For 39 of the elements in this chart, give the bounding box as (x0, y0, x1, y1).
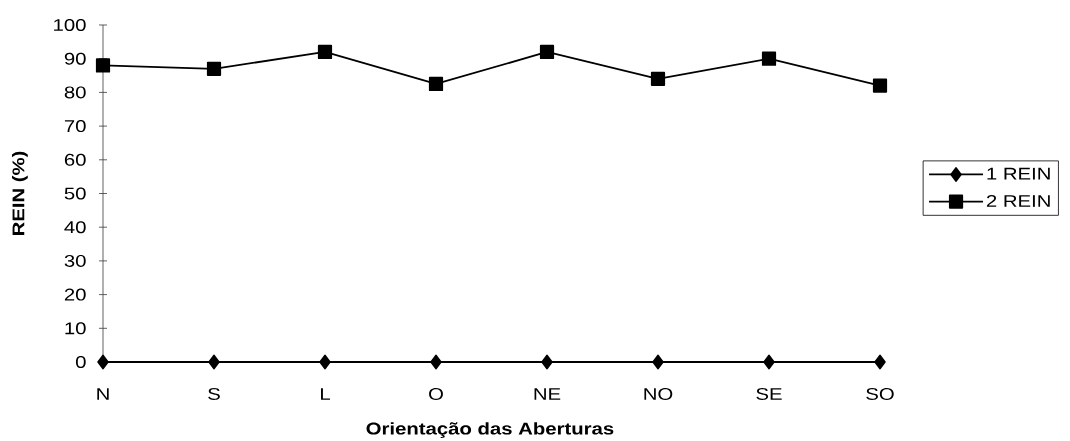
x-axis-title: Orientação das Aberturas (366, 422, 614, 438)
point (319, 354, 331, 370)
point (428, 76, 444, 92)
point (208, 354, 220, 370)
point (650, 71, 666, 87)
legend-label: 2 REIN (986, 195, 1050, 207)
point (206, 61, 222, 76)
x-tick-label: NO (644, 388, 673, 400)
x-tick-label: N (97, 388, 109, 400)
y-tick-label: 90 (64, 52, 86, 65)
y-tick-label: 100 (54, 19, 86, 31)
x-tick-label: NE (534, 388, 561, 400)
y-tick-label: 70 (64, 120, 86, 133)
point (872, 78, 888, 93)
x-tick-label: SO (866, 388, 894, 400)
point (95, 58, 111, 73)
point (761, 51, 777, 66)
point (763, 354, 775, 370)
y-tick-label: 40 (64, 221, 86, 234)
y-tick-label: 80 (64, 86, 86, 99)
point (874, 354, 886, 370)
y-axis-title: REIN (%) (11, 151, 28, 236)
point (541, 354, 553, 370)
y-tick-label: 50 (64, 187, 86, 200)
x-tick-label: S (208, 388, 220, 400)
point (430, 354, 442, 370)
x-tick-label: L (321, 388, 330, 400)
y-tick-label: 10 (65, 322, 86, 335)
y-tick-label: 60 (64, 153, 86, 166)
point (97, 354, 109, 370)
y-tick-label: 30 (64, 254, 86, 267)
y-tick-label: 20 (64, 288, 86, 301)
x-tick-label: SE (756, 388, 782, 400)
point (317, 44, 333, 60)
y-tick-label: 0 (75, 356, 86, 368)
point (539, 44, 555, 60)
point (652, 354, 664, 370)
legend-label: 1 REIN (987, 167, 1050, 180)
x-tick-label: O (429, 388, 443, 400)
